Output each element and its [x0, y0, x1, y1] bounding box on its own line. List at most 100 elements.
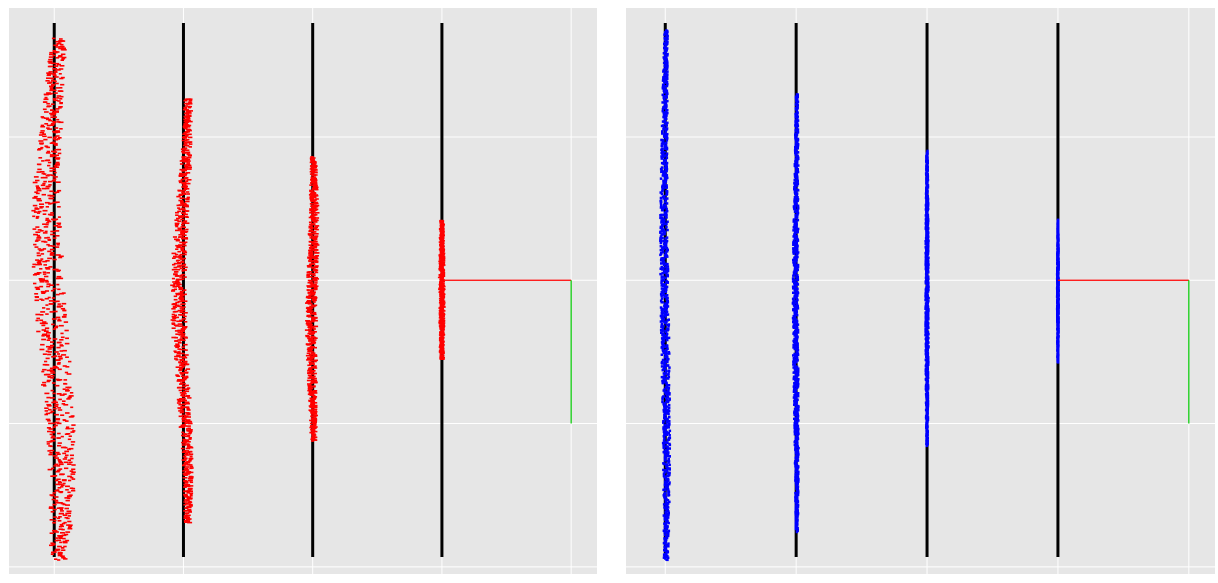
point [665, 294, 669, 297]
point [661, 79, 665, 82]
point [176, 354, 181, 356]
point [54, 82, 59, 85]
point [926, 404, 929, 408]
point [182, 226, 186, 229]
point [67, 463, 72, 465]
point [662, 462, 665, 465]
point [665, 527, 669, 531]
point [183, 336, 188, 338]
point [793, 352, 796, 356]
point [51, 218, 56, 221]
point [183, 220, 188, 222]
point [58, 481, 62, 483]
point [664, 85, 667, 88]
point [793, 346, 796, 349]
point [660, 361, 664, 365]
point [796, 505, 800, 508]
point [796, 204, 800, 207]
point [183, 230, 189, 233]
point [184, 469, 189, 471]
point [665, 104, 668, 107]
point [666, 459, 669, 463]
point [660, 144, 663, 148]
point [795, 145, 798, 149]
point [41, 370, 45, 373]
point [664, 252, 668, 255]
point [55, 537, 59, 539]
point [42, 232, 48, 234]
point [796, 424, 800, 428]
point [42, 321, 47, 323]
point [56, 121, 61, 123]
point [664, 552, 667, 555]
point [178, 325, 184, 327]
point [666, 474, 669, 478]
point [45, 412, 51, 415]
point [663, 276, 666, 279]
point [793, 185, 796, 189]
point [57, 553, 63, 555]
point [666, 471, 670, 474]
point [60, 332, 64, 335]
point [665, 141, 668, 145]
point [53, 80, 57, 83]
point [51, 112, 55, 115]
point [661, 307, 664, 311]
point [64, 516, 69, 519]
point [186, 120, 191, 122]
point [188, 438, 192, 440]
point [796, 384, 800, 388]
point [662, 421, 665, 424]
point [59, 541, 63, 544]
point [71, 464, 76, 466]
point [926, 436, 929, 439]
point [663, 104, 667, 107]
point [795, 371, 798, 374]
point [660, 312, 664, 315]
point [54, 413, 59, 416]
point [57, 520, 62, 522]
point [664, 186, 667, 189]
point [663, 269, 666, 273]
point [664, 320, 668, 323]
point [183, 519, 188, 522]
point [54, 463, 59, 466]
point [313, 182, 318, 185]
point [56, 469, 61, 472]
point [794, 132, 797, 135]
point [52, 503, 57, 506]
point [796, 380, 800, 383]
point [664, 359, 667, 362]
point [58, 507, 64, 509]
point [55, 108, 60, 110]
point [311, 386, 316, 388]
point [58, 324, 64, 327]
point [793, 181, 796, 185]
point [440, 325, 446, 328]
point [666, 347, 669, 350]
point [59, 102, 63, 104]
point [440, 262, 445, 264]
point [313, 391, 317, 394]
point [42, 322, 48, 325]
point [665, 161, 669, 165]
point [59, 40, 65, 42]
point [665, 43, 668, 46]
point [55, 46, 60, 48]
point [665, 303, 669, 307]
point [664, 205, 668, 209]
point [57, 368, 62, 371]
point [439, 354, 445, 357]
point [52, 328, 57, 330]
point [189, 429, 193, 431]
point [60, 435, 64, 438]
point [665, 421, 668, 424]
point [186, 460, 191, 463]
point [189, 492, 194, 494]
point [63, 521, 67, 524]
point [439, 242, 443, 244]
point [664, 433, 667, 436]
point [663, 174, 666, 177]
point [659, 299, 663, 302]
point [56, 300, 60, 303]
